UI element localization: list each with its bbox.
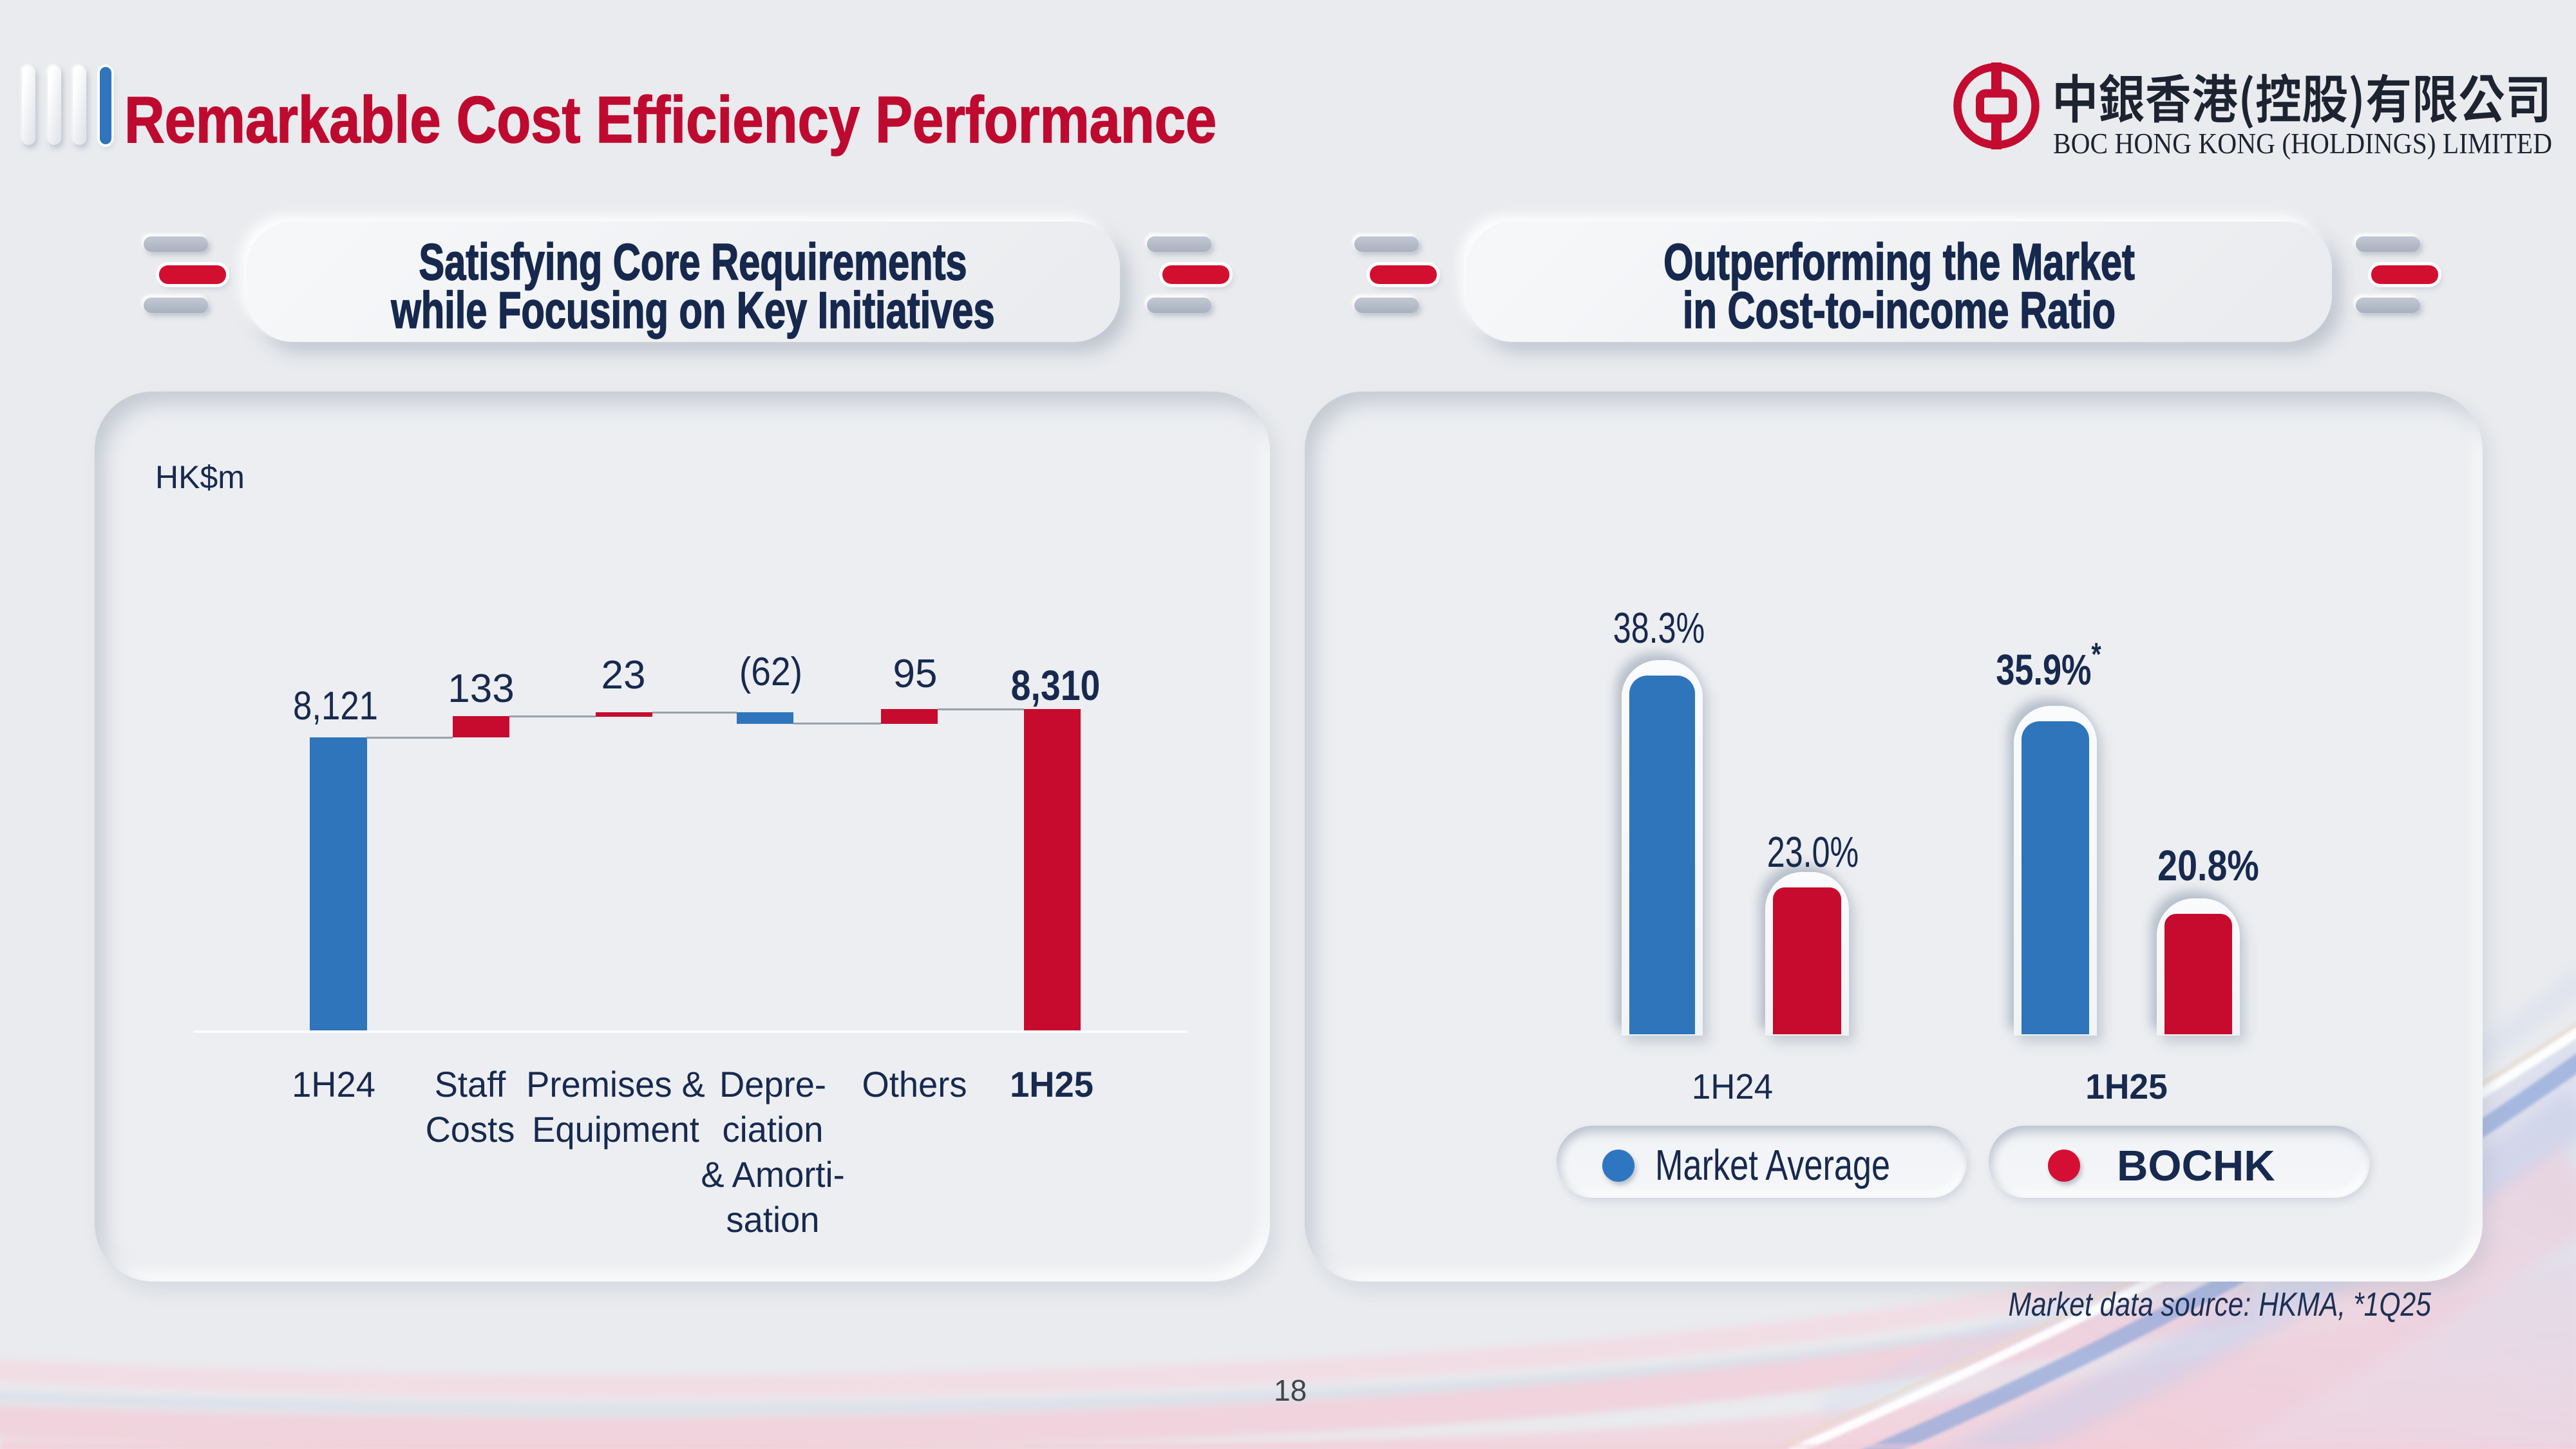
svg-text:BOC HONG KONG (HOLDINGS) LIMIT: BOC HONG KONG (HOLDINGS) LIMITED [2053,127,2552,160]
